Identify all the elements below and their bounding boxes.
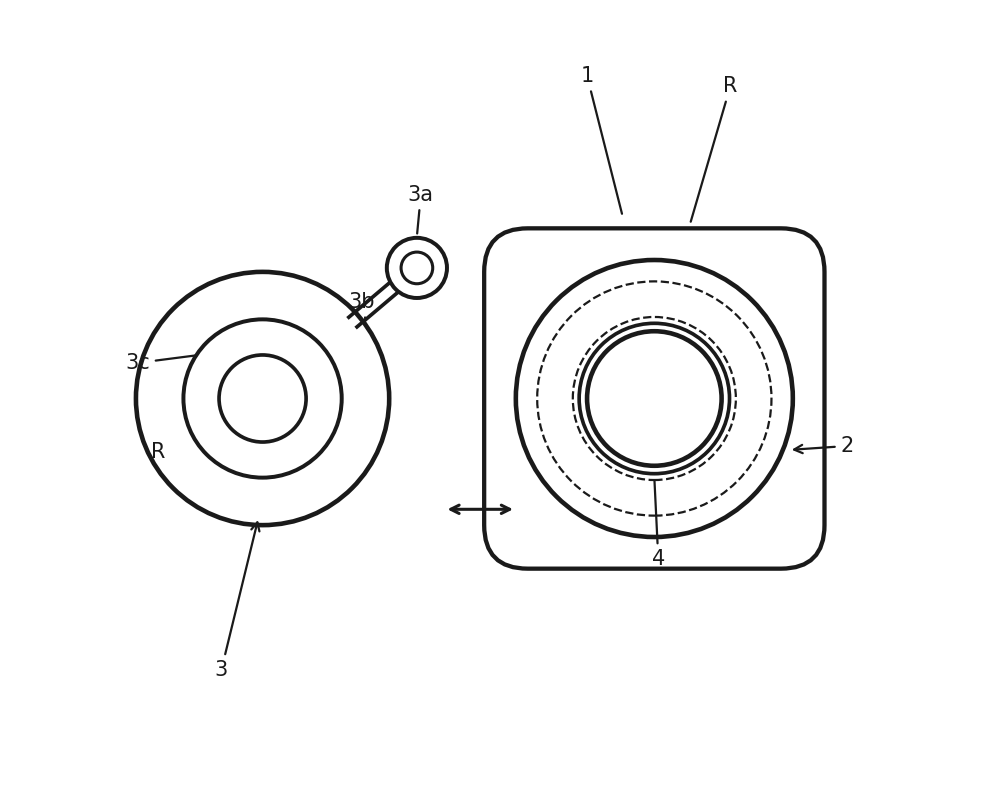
Text: 4: 4 (652, 481, 665, 569)
Text: 3: 3 (215, 522, 259, 680)
Text: 3c: 3c (125, 353, 196, 373)
FancyBboxPatch shape (484, 228, 824, 569)
Text: R: R (691, 77, 738, 222)
Circle shape (387, 238, 447, 298)
Text: 3a: 3a (408, 185, 434, 234)
Text: 1: 1 (580, 66, 622, 214)
Text: 2: 2 (794, 436, 854, 456)
Text: 3b: 3b (348, 292, 375, 320)
Text: R: R (151, 442, 165, 462)
